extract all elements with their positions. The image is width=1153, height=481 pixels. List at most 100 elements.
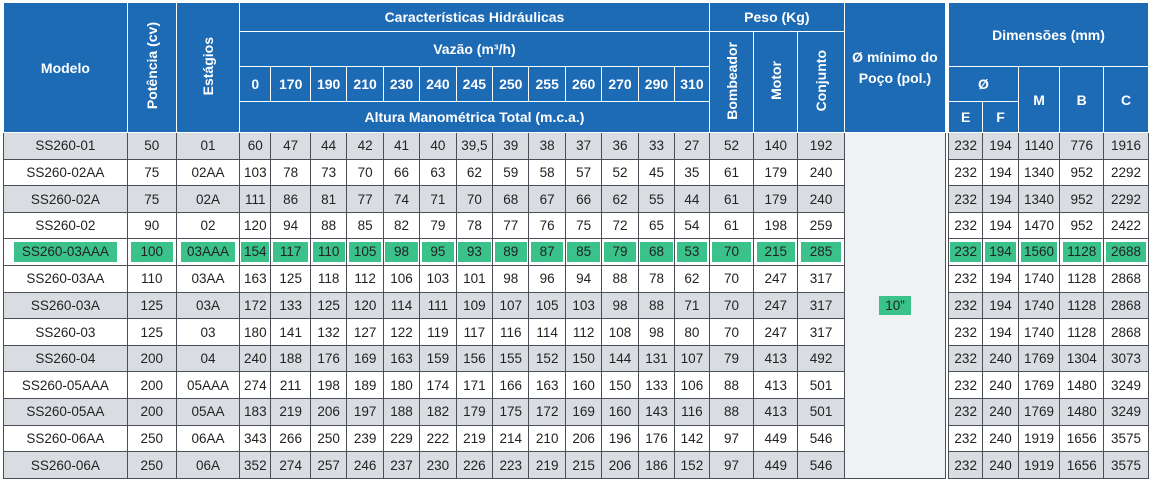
cell-dim-f: 194 [982,132,1019,160]
cell-head-190: 176 [309,344,348,373]
cell-estagios: 01 [175,132,241,160]
cell-head-250: 89 [492,238,530,267]
cell-estagios: 06AA [175,424,241,453]
table-row: SS260-02 90 02 120 94 88 85 82 79 78 77 76 75 72 65 54 6… [3,211,1149,240]
cell-dim-b: 952 [1059,211,1105,240]
cell-head-260: 103 [564,291,603,320]
cell-estagios-value: 03AAA [180,242,235,263]
cell-dim-c: 3575 [1103,451,1149,479]
cell-head-210: 169 [346,344,384,373]
header-estagios: Estágios [175,2,241,133]
cell-potencia: 75 [126,185,177,213]
cell-head-250: 175 [492,398,530,426]
cell-head-290: 68 [637,238,676,267]
cell-dim-m: 1769 [1017,371,1061,400]
cell-head-245: 101 [455,265,494,293]
table-row: SS260-05AA 200 05AA 183 219 206 197 188 182 179 17… [3,398,1149,426]
cell-head-240: 222 [419,424,457,453]
cell-head-245: 226 [455,451,494,479]
cell-modelo: SS260-04 [3,344,128,373]
cell-head-170: 47 [270,132,311,160]
cell-dim-c: 3249 [1103,371,1149,400]
cell-potencia: 125 [126,291,177,320]
cell-head-245: 93 [455,238,494,267]
header-diametro-poco: Ø mínimo do Poço (pol.) [843,2,946,133]
cell-estagios: 03 [175,318,241,346]
column-gap [944,132,950,479]
cell-dim-c: 1916 [1103,132,1149,160]
table-row: SS260-02A 75 02A 111 86 81 77 74 71 70 68 67 66 62 55 4… [3,185,1149,213]
flow-header-230: 230 [382,66,421,102]
cell-head-190: 206 [309,398,348,426]
cell-dim-e-value: 232 [950,242,982,263]
cell-conjunto: 192 [797,132,845,160]
cell-dim-e: 232 [948,451,984,479]
cell-head-245: 62 [455,158,494,187]
cell-head-190: 88 [309,211,348,240]
cell-estagios: 03A [175,291,241,320]
cell-head-0: 180 [239,318,272,346]
cell-head-170: 211 [270,371,311,400]
cell-head-240: 230 [419,451,457,479]
cell-dim-b-value: 1128 [1062,242,1101,263]
cell-dim-b: 1480 [1059,371,1105,400]
flow-header-210: 210 [346,66,384,102]
cell-head-240: 159 [419,344,457,373]
cell-head-260: 57 [564,158,603,187]
cell-head-270: 98 [601,291,639,320]
cell-dim-m: 1740 [1017,265,1061,293]
cell-potencia: 75 [126,158,177,187]
cell-head-260: 160 [564,371,603,400]
flow-header-170: 170 [270,66,311,102]
cell-head-240: 40 [419,132,457,160]
cell-head-270: 144 [601,344,639,373]
cell-head-270-value: 79 [603,242,637,263]
cell-head-290: 133 [637,371,676,400]
cell-dim-m: 1919 [1017,451,1061,479]
cell-dim-m: 1740 [1017,318,1061,346]
pump-spec-table: Modelo Potência (cv) Estágios Caracterís… [3,2,1149,479]
cell-head-270: 52 [601,158,639,187]
cell-dim-m: 1340 [1017,185,1061,213]
cell-head-230: 66 [382,158,421,187]
cell-head-0: 172 [239,291,272,320]
cell-modelo: SS260-06A [3,451,128,479]
cell-head-310: 35 [674,158,710,187]
cell-motor: 449 [753,451,799,479]
cell-bombeador: 61 [708,211,755,240]
cell-head-190: 132 [309,318,348,346]
header-altura: Altura Manométrica Total (m.c.a.) [239,101,710,133]
cell-head-210: 77 [346,185,384,213]
cell-motor: 179 [753,158,799,187]
cell-dim-c: 2868 [1103,265,1149,293]
cell-head-310: 142 [674,424,710,453]
cell-dim-b: 1128 [1059,265,1105,293]
cell-dim-b: 776 [1059,132,1105,160]
cell-dim-f-value: 194 [984,242,1017,263]
cell-conjunto: 546 [797,451,845,479]
cell-dim-f: 240 [982,451,1019,479]
cell-motor: 247 [753,265,799,293]
cell-dim-b: 1128 [1059,318,1105,346]
cell-dim-e: 232 [948,344,984,373]
cell-head-0: 240 [239,344,272,373]
cell-head-245: 109 [455,291,494,320]
cell-head-245-value: 93 [458,242,491,263]
cell-dim-m: 1470 [1017,211,1061,240]
cell-dim-f: 194 [982,158,1019,187]
cell-head-250: 68 [492,185,530,213]
cell-motor-value: 215 [756,242,795,263]
cell-modelo: SS260-05AAA [3,371,128,400]
cell-head-255: 152 [528,344,566,373]
cell-head-240: 103 [419,265,457,293]
cell-head-270: 88 [601,265,639,293]
cell-potencia-value: 100 [130,242,173,263]
cell-head-255: 163 [528,371,566,400]
cell-estagios: 02AA [175,158,241,187]
cell-conjunto: 546 [797,424,845,453]
cell-head-0: 163 [239,265,272,293]
cell-dim-m: 1140 [1017,132,1061,160]
cell-head-290: 65 [637,211,676,240]
cell-dim-e: 232 [948,211,984,240]
cell-conjunto: 259 [797,211,845,240]
